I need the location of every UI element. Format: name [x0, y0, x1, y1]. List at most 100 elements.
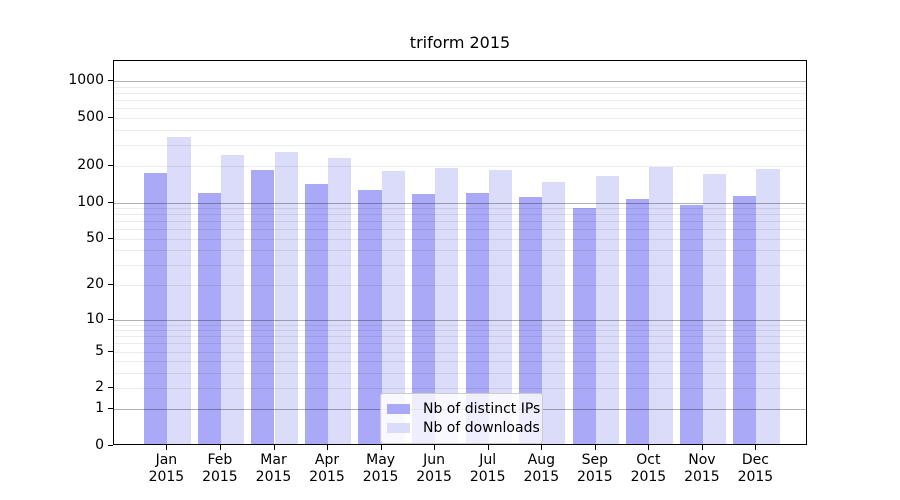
y-tick-label-0: 0 [95, 437, 104, 453]
gridline-minor-600 [114, 108, 806, 110]
y-tick-20 [108, 284, 113, 286]
gridline-minor-900 [114, 87, 806, 88]
x-tick-may [380, 445, 382, 450]
bar-downloads-apr [328, 157, 352, 444]
legend-item-distinct-ips: Nb of distinct IPs [387, 399, 540, 418]
y-tick-100 [108, 201, 113, 203]
x-tick-feb [219, 445, 221, 450]
bar-distinct-ips-oct [626, 198, 650, 444]
gridline-minor-400 [114, 129, 806, 131]
bar-distinct-ips-jun [411, 194, 436, 444]
gridline-minor-200 [114, 166, 806, 168]
x-tick-label-apr: Apr 2015 [309, 452, 345, 485]
gridline-minor-700 [114, 100, 806, 102]
x-tick-label-may: May 2015 [362, 452, 399, 485]
gridline-minor-60 [114, 229, 806, 231]
bar-downloads-nov [702, 174, 727, 444]
gridline-minor-800 [114, 93, 806, 95]
gridline-minor-50 [114, 238, 806, 240]
y-tick-label-100: 100 [77, 193, 104, 210]
x-tick-jan [166, 445, 168, 450]
legend-swatch-downloads [387, 422, 410, 433]
x-tick-oct [648, 445, 650, 450]
bar-downloads-dec [756, 169, 780, 444]
bar-distinct-ips-sep [572, 208, 596, 444]
gridline-minor-9 [114, 324, 806, 326]
gridline-minor-30 [114, 264, 806, 266]
legend-item-downloads: Nb of downloads [387, 418, 540, 437]
x-tick-label-mar: Mar 2015 [255, 452, 292, 485]
bar-downloads-jul [488, 170, 512, 444]
bar-distinct-ips-jul [465, 192, 489, 444]
chart-title: triform 2015 [409, 33, 511, 52]
x-tick-dec [755, 445, 757, 450]
y-tick-200 [108, 165, 113, 167]
gridline-major-10 [114, 319, 806, 321]
bar-distinct-ips-feb [197, 193, 221, 444]
gridline-minor-5 [114, 351, 806, 353]
x-tick-label-oct: Oct 2015 [630, 452, 667, 485]
gridline-major-1000 [114, 81, 806, 83]
gridline-minor-8 [114, 330, 806, 332]
bar-downloads-aug [542, 181, 566, 444]
bar-distinct-ips-nov [679, 205, 703, 444]
bar-distinct-ips-dec [733, 195, 757, 444]
y-tick-label-1000: 1000 [68, 72, 104, 89]
bar-downloads-oct [649, 166, 673, 444]
plot-area: Nb of distinct IPs Nb of downloads [113, 60, 807, 445]
bar-distinct-ips-jan [144, 172, 168, 444]
x-tick-aug [541, 445, 543, 450]
gridline-major-100 [114, 202, 806, 204]
gridline-minor-70 [114, 221, 806, 223]
y-tick-5 [108, 350, 113, 352]
bar-downloads-mar [274, 151, 298, 444]
bar-distinct-ips-may [358, 190, 382, 444]
gridline-minor-80 [114, 214, 806, 216]
x-tick-mar [273, 445, 275, 450]
gridline-minor-6 [114, 343, 806, 345]
bar-distinct-ips-apr [304, 184, 328, 444]
x-tick-sep [594, 445, 596, 450]
gridline-minor-300 [114, 144, 806, 146]
y-tick-label-20: 20 [86, 276, 104, 293]
bar-downloads-sep [595, 175, 619, 444]
y-tick-label-1: 1 [95, 400, 104, 417]
gridline-minor-4 [114, 361, 806, 363]
bar-downloads-feb [220, 154, 245, 444]
x-tick-label-jan: Jan 2015 [148, 452, 185, 485]
y-tick-label-2: 2 [95, 379, 104, 395]
x-tick-label-jun: Jun 2015 [416, 452, 452, 485]
y-tick-label-10: 10 [86, 310, 104, 327]
gridline-minor-40 [114, 250, 806, 251]
legend-label-downloads: Nb of downloads [423, 419, 540, 436]
x-tick-jun [434, 445, 436, 450]
legend: Nb of distinct IPs Nb of downloads [380, 393, 543, 444]
x-tick-nov [701, 445, 703, 450]
y-tick-1000 [108, 80, 113, 82]
y-tick-500 [108, 117, 113, 118]
bar-downloads-jan [167, 137, 191, 444]
x-tick-jul [487, 445, 489, 450]
gridline-minor-7 [114, 336, 806, 338]
x-tick-label-feb: Feb 2015 [202, 452, 238, 485]
gridline-minor-3 [114, 372, 806, 374]
x-tick-label-aug: Aug 2015 [523, 452, 560, 485]
y-tick-50 [108, 237, 113, 239]
x-tick-label-sep: Sep 2015 [576, 452, 613, 485]
gridline-minor-2 [114, 388, 806, 389]
x-tick-label-dec: Dec 2015 [737, 452, 774, 485]
bar-distinct-ips-aug [519, 197, 543, 444]
legend-label-distinct-ips: Nb of distinct IPs [423, 400, 541, 417]
gridline-minor-500 [114, 118, 806, 119]
y-tick-0 [108, 445, 113, 446]
x-tick-label-nov: Nov 2015 [684, 452, 720, 485]
bar-downloads-may [381, 171, 405, 444]
y-tick-label-5: 5 [95, 342, 104, 359]
y-tick-label-200: 200 [77, 157, 104, 174]
x-tick-apr [327, 445, 328, 450]
y-tick-2 [108, 387, 113, 388]
bar-distinct-ips-mar [251, 170, 275, 444]
bar-downloads-jun [435, 168, 459, 444]
gridline-minor-90 [114, 208, 806, 209]
